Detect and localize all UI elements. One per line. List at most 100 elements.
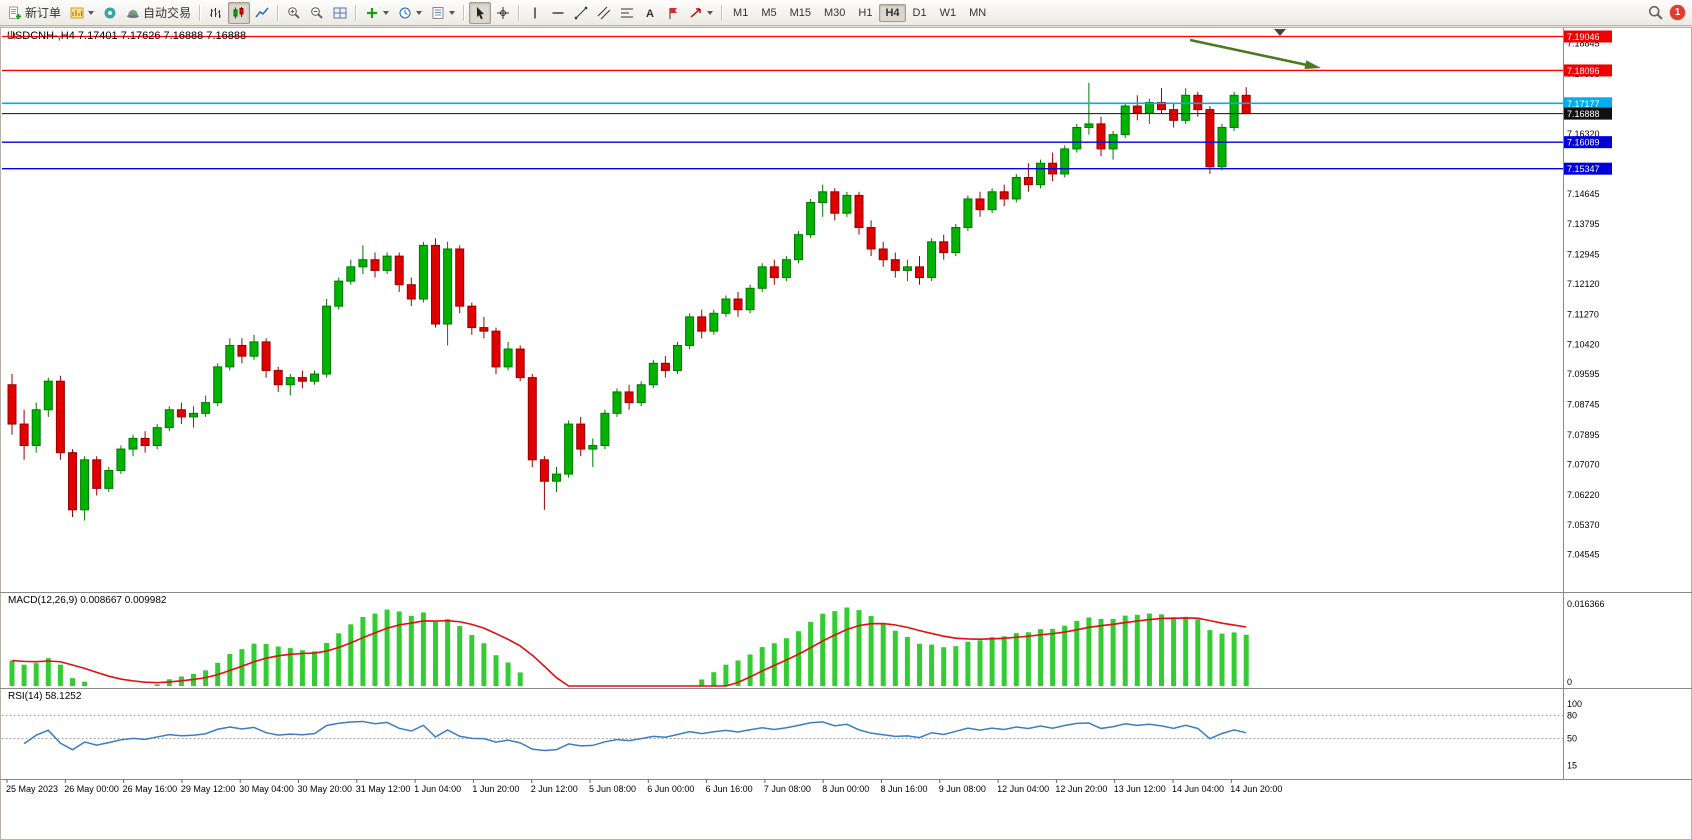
- timeframe-m15[interactable]: M15: [789, 6, 811, 19]
- price-tag: [1564, 107, 1612, 120]
- new-chart-icon: [70, 7, 84, 18]
- arrow-annotation-head[interactable]: [1304, 60, 1321, 70]
- macd-histogram-bar: [977, 640, 983, 686]
- macd-histogram-bar: [965, 641, 971, 686]
- time-label: 1 Jun 04:00: [414, 784, 461, 794]
- macd-histogram-bar: [33, 663, 39, 686]
- market-watch-button[interactable]: [99, 2, 121, 24]
- candle-body: [1072, 126, 1082, 150]
- toolbar-separator: [199, 4, 202, 21]
- macd-histogram-bar: [1050, 628, 1056, 686]
- clock-icon: [399, 7, 411, 18]
- macd-histogram-bar: [336, 633, 342, 686]
- macd-histogram-bar: [1001, 636, 1007, 686]
- price-tag: [1564, 64, 1612, 77]
- timeframe-m30[interactable]: M30: [824, 6, 846, 19]
- candle-body: [1169, 109, 1179, 121]
- periods-button[interactable]: [394, 2, 426, 24]
- macd-histogram-bar: [929, 644, 935, 686]
- candle-body: [902, 266, 912, 271]
- candle-body: [1181, 94, 1191, 121]
- fibonacci-icon: [621, 8, 634, 17]
- candle-body: [1011, 177, 1021, 200]
- time-label: 6 Jun 16:00: [706, 784, 753, 794]
- new-order-button[interactable]: 新订单: [4, 2, 65, 24]
- trendline-button[interactable]: [570, 2, 592, 24]
- macd-histogram-bar: [723, 664, 729, 686]
- vertical-line-button[interactable]: [524, 2, 546, 24]
- zoom-out-button[interactable]: [306, 2, 328, 24]
- candle-body: [19, 423, 29, 446]
- candle-body: [116, 448, 126, 472]
- search-icon[interactable]: [1648, 5, 1663, 20]
- candle-body: [418, 244, 428, 300]
- new-order-icon: [9, 6, 21, 19]
- price-scale-label: 7.09595: [1567, 369, 1600, 379]
- timeframe-m5[interactable]: M5: [761, 6, 777, 19]
- candle-body: [176, 409, 186, 418]
- rsi-scale-label: 15: [1567, 760, 1577, 770]
- candle-body: [588, 444, 598, 450]
- templates-button[interactable]: [427, 2, 459, 24]
- line-chart-button[interactable]: [251, 2, 273, 24]
- macd-histogram-bar: [735, 660, 741, 686]
- macd-histogram-bar: [880, 623, 886, 686]
- candle-body: [382, 255, 392, 271]
- notification-badge[interactable]: 1: [1670, 5, 1685, 20]
- candle-body: [697, 316, 707, 332]
- zoom-in-button[interactable]: [283, 2, 305, 24]
- macd-histogram-bar: [808, 621, 814, 686]
- chart-window[interactable]: 7.188457.179957.163207.146457.137957.129…: [0, 27, 1692, 840]
- crosshair-button[interactable]: [492, 2, 514, 24]
- macd-histogram-bar: [1134, 614, 1140, 686]
- horizontal-line-button[interactable]: [547, 2, 569, 24]
- macd-histogram-bar: [287, 648, 293, 686]
- arrows-caret-icon: [707, 10, 714, 15]
- channel-button[interactable]: [593, 2, 615, 24]
- autotrading-button[interactable]: 自动交易: [122, 2, 195, 24]
- vertical-line-icon: [534, 7, 536, 18]
- text-tool-button[interactable]: A: [639, 2, 661, 24]
- candle-body: [1205, 109, 1215, 168]
- indicators-button[interactable]: [361, 2, 393, 24]
- candle-body: [237, 344, 247, 357]
- macd-histogram-bar: [1122, 615, 1128, 686]
- timeframe-h1[interactable]: H1: [858, 6, 873, 19]
- candle-body: [624, 391, 634, 404]
- label-tool-button[interactable]: [662, 2, 684, 24]
- time-label: 12 Jun 04:00: [997, 784, 1049, 794]
- cursor-button[interactable]: [469, 1, 492, 24]
- macd-histogram-bar: [70, 678, 75, 686]
- candle-body: [794, 234, 803, 261]
- candle-body: [225, 344, 235, 368]
- time-label: 12 Jun 20:00: [1055, 784, 1107, 794]
- timeframe-w1[interactable]: W1: [939, 6, 957, 19]
- indicators-plus-icon: [367, 7, 378, 18]
- arrows-tool-button[interactable]: [685, 2, 717, 24]
- macd-histogram-bar: [1183, 616, 1189, 686]
- arrow-annotation-shaft[interactable]: [1189, 38, 1313, 68]
- candle-body: [297, 377, 307, 382]
- timeframe-m1[interactable]: M1: [733, 6, 749, 19]
- price-chart[interactable]: 7.188457.179957.163207.146457.137957.129…: [0, 27, 1692, 840]
- chart-shift-marker[interactable]: [1274, 29, 1286, 36]
- price-scale-label: 7.04545: [1567, 550, 1600, 560]
- indicators-caret-icon: [383, 10, 390, 15]
- macd-histogram-bar: [481, 643, 487, 686]
- trendline-icon: [574, 6, 588, 19]
- macd-histogram-bar: [505, 662, 511, 686]
- candlestick-chart-button[interactable]: [228, 1, 251, 24]
- tile-windows-button[interactable]: [329, 2, 351, 24]
- price-scale-label: 7.08745: [1567, 400, 1600, 410]
- bar-chart-button[interactable]: [205, 2, 227, 24]
- timeframe-h4[interactable]: H4: [879, 3, 906, 22]
- timeframe-d1[interactable]: D1: [912, 6, 927, 19]
- fibonacci-button[interactable]: [616, 2, 638, 24]
- timeframe-mn[interactable]: MN: [969, 6, 987, 19]
- new-chart-button[interactable]: [66, 2, 98, 24]
- candle-body: [915, 266, 924, 279]
- candle-body: [1060, 148, 1070, 175]
- macd-scale-label: 0: [1567, 677, 1572, 687]
- candle-body: [285, 377, 295, 386]
- macd-histogram-bar: [1025, 632, 1031, 686]
